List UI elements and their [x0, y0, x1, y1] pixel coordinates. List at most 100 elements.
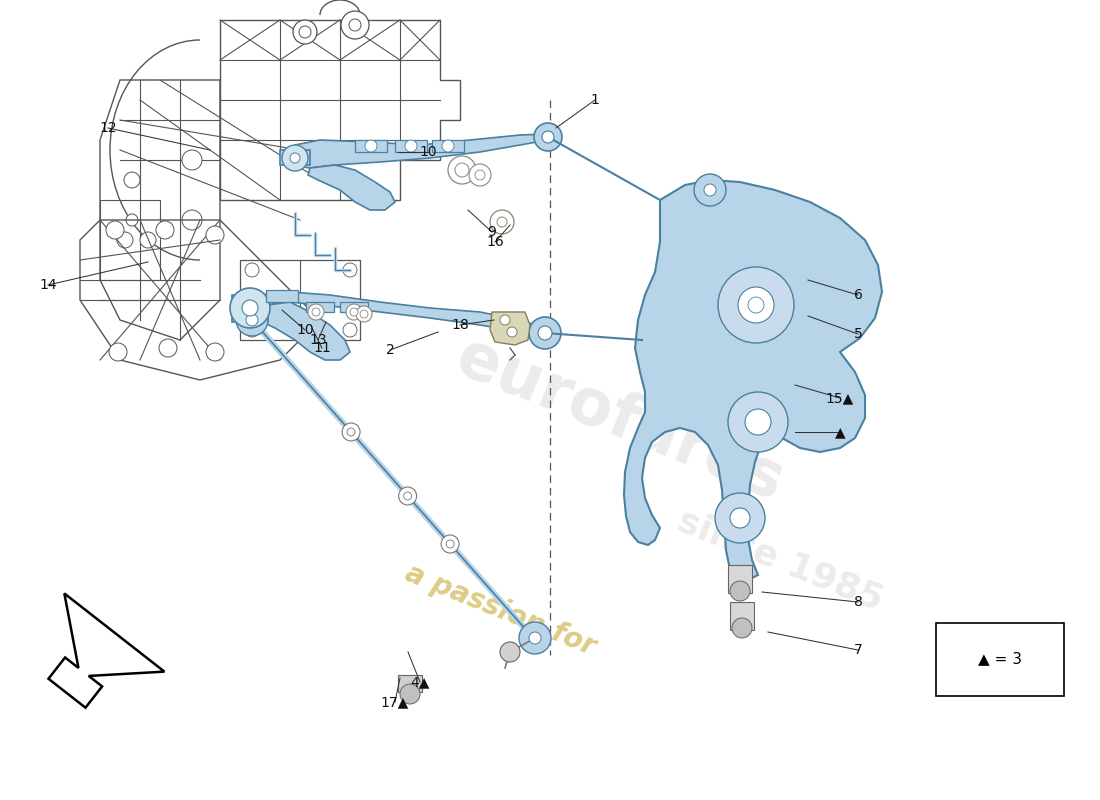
Circle shape	[299, 26, 311, 38]
Polygon shape	[432, 140, 464, 152]
Text: 15▲: 15▲	[826, 391, 854, 405]
Circle shape	[398, 487, 417, 505]
Circle shape	[343, 323, 358, 337]
Polygon shape	[490, 312, 530, 345]
Circle shape	[542, 131, 554, 143]
Circle shape	[236, 304, 268, 336]
Circle shape	[282, 145, 308, 171]
Circle shape	[730, 581, 750, 601]
Circle shape	[405, 140, 417, 152]
Text: 4▲: 4▲	[410, 675, 430, 689]
Text: 17▲: 17▲	[381, 695, 409, 709]
Circle shape	[242, 300, 258, 316]
Polygon shape	[624, 180, 882, 580]
Circle shape	[342, 423, 360, 441]
Text: 18: 18	[451, 318, 469, 332]
Polygon shape	[395, 140, 427, 152]
Text: 10: 10	[419, 145, 437, 159]
Circle shape	[343, 263, 358, 277]
Circle shape	[308, 304, 324, 320]
Circle shape	[350, 308, 358, 316]
Circle shape	[349, 19, 361, 31]
Circle shape	[507, 327, 517, 337]
Text: 5: 5	[854, 327, 862, 341]
Text: 7: 7	[854, 643, 862, 657]
Text: 2: 2	[386, 343, 395, 357]
Circle shape	[441, 535, 459, 553]
Circle shape	[447, 540, 454, 548]
Circle shape	[732, 618, 752, 638]
Circle shape	[730, 508, 750, 528]
FancyBboxPatch shape	[936, 623, 1064, 696]
Polygon shape	[728, 565, 752, 593]
Circle shape	[442, 140, 454, 152]
Text: ▲ = 3: ▲ = 3	[978, 651, 1022, 666]
Circle shape	[346, 304, 362, 320]
Circle shape	[704, 184, 716, 196]
Circle shape	[245, 323, 258, 337]
Circle shape	[109, 343, 126, 361]
Text: 12: 12	[99, 121, 117, 135]
Polygon shape	[48, 594, 164, 708]
Text: eurofares: eurofares	[447, 326, 793, 514]
Circle shape	[475, 170, 485, 180]
Text: 16: 16	[486, 235, 504, 249]
Circle shape	[500, 642, 520, 662]
Circle shape	[694, 174, 726, 206]
Text: 8: 8	[854, 595, 862, 609]
Circle shape	[365, 140, 377, 152]
Circle shape	[182, 210, 202, 230]
Circle shape	[117, 232, 133, 248]
Circle shape	[728, 392, 788, 452]
Circle shape	[490, 210, 514, 234]
Circle shape	[290, 153, 300, 163]
Circle shape	[341, 11, 368, 39]
Circle shape	[469, 164, 491, 186]
Text: 11: 11	[314, 341, 331, 355]
Circle shape	[206, 226, 224, 244]
Circle shape	[230, 288, 270, 328]
Polygon shape	[308, 165, 395, 210]
Circle shape	[312, 308, 320, 316]
Circle shape	[293, 20, 317, 44]
Text: 6: 6	[854, 288, 862, 302]
Circle shape	[715, 493, 764, 543]
Circle shape	[206, 343, 224, 361]
Circle shape	[738, 287, 774, 323]
Circle shape	[529, 632, 541, 644]
Text: a passion for: a passion for	[400, 559, 600, 661]
Text: ▲: ▲	[835, 425, 845, 439]
Circle shape	[182, 150, 202, 170]
Polygon shape	[258, 302, 350, 360]
Text: 10: 10	[296, 323, 314, 337]
Circle shape	[748, 297, 764, 313]
Circle shape	[126, 214, 138, 226]
Circle shape	[529, 317, 561, 349]
Polygon shape	[266, 290, 298, 302]
Circle shape	[160, 339, 177, 357]
Polygon shape	[280, 150, 310, 165]
Polygon shape	[285, 134, 548, 168]
Circle shape	[500, 315, 510, 325]
Circle shape	[538, 326, 552, 340]
Circle shape	[360, 310, 368, 318]
Circle shape	[497, 217, 507, 227]
Circle shape	[246, 314, 258, 326]
Circle shape	[106, 221, 124, 239]
Polygon shape	[355, 140, 387, 152]
Text: 1: 1	[591, 93, 600, 107]
Circle shape	[519, 622, 551, 654]
Text: 9: 9	[487, 225, 496, 239]
Polygon shape	[730, 602, 754, 630]
Circle shape	[156, 221, 174, 239]
Text: 13: 13	[309, 333, 327, 347]
Circle shape	[356, 306, 372, 322]
Polygon shape	[240, 292, 544, 338]
Circle shape	[346, 428, 355, 436]
Circle shape	[404, 492, 411, 500]
Circle shape	[745, 409, 771, 435]
Circle shape	[245, 263, 258, 277]
Polygon shape	[398, 675, 422, 692]
Circle shape	[140, 232, 156, 248]
Polygon shape	[340, 302, 368, 312]
